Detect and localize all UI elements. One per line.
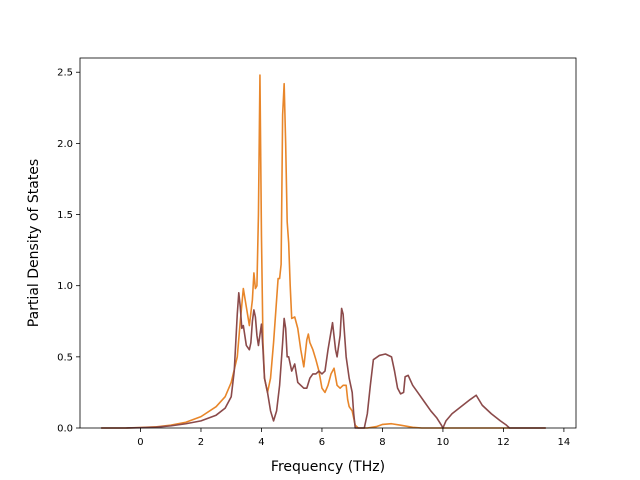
y-tick-label: 0.5	[57, 352, 73, 363]
x-tick-label: 6	[319, 437, 325, 448]
y-tick-label: 2.0	[57, 139, 73, 150]
y-axis-ticks: 0.0 0.5 1.0 1.5 2.0 2.5	[57, 68, 80, 435]
y-tick-label: 1.0	[57, 281, 73, 292]
x-tick-label: 10	[437, 437, 450, 448]
y-tick-label: 2.5	[57, 68, 73, 79]
x-tick-label: 12	[497, 437, 510, 448]
x-tick-label: 8	[379, 437, 385, 448]
y-axis-label: Partial Density of States	[26, 159, 42, 327]
x-tick-label: 0	[137, 437, 143, 448]
x-tick-label: 2	[198, 437, 204, 448]
plot-frame	[79, 57, 577, 429]
x-tick-label: 4	[258, 437, 264, 448]
y-tick-label: 0.0	[57, 424, 73, 435]
series-line-1	[101, 74, 546, 429]
y-tick-label: 1.5	[57, 210, 73, 221]
x-axis-label: Frequency (THz)	[271, 459, 385, 475]
series-layer	[101, 74, 546, 429]
x-axis-ticks: 0 2 4 6 8 10 12 14	[137, 428, 570, 448]
x-tick-label: 14	[558, 437, 571, 448]
series-line-2	[101, 292, 546, 429]
